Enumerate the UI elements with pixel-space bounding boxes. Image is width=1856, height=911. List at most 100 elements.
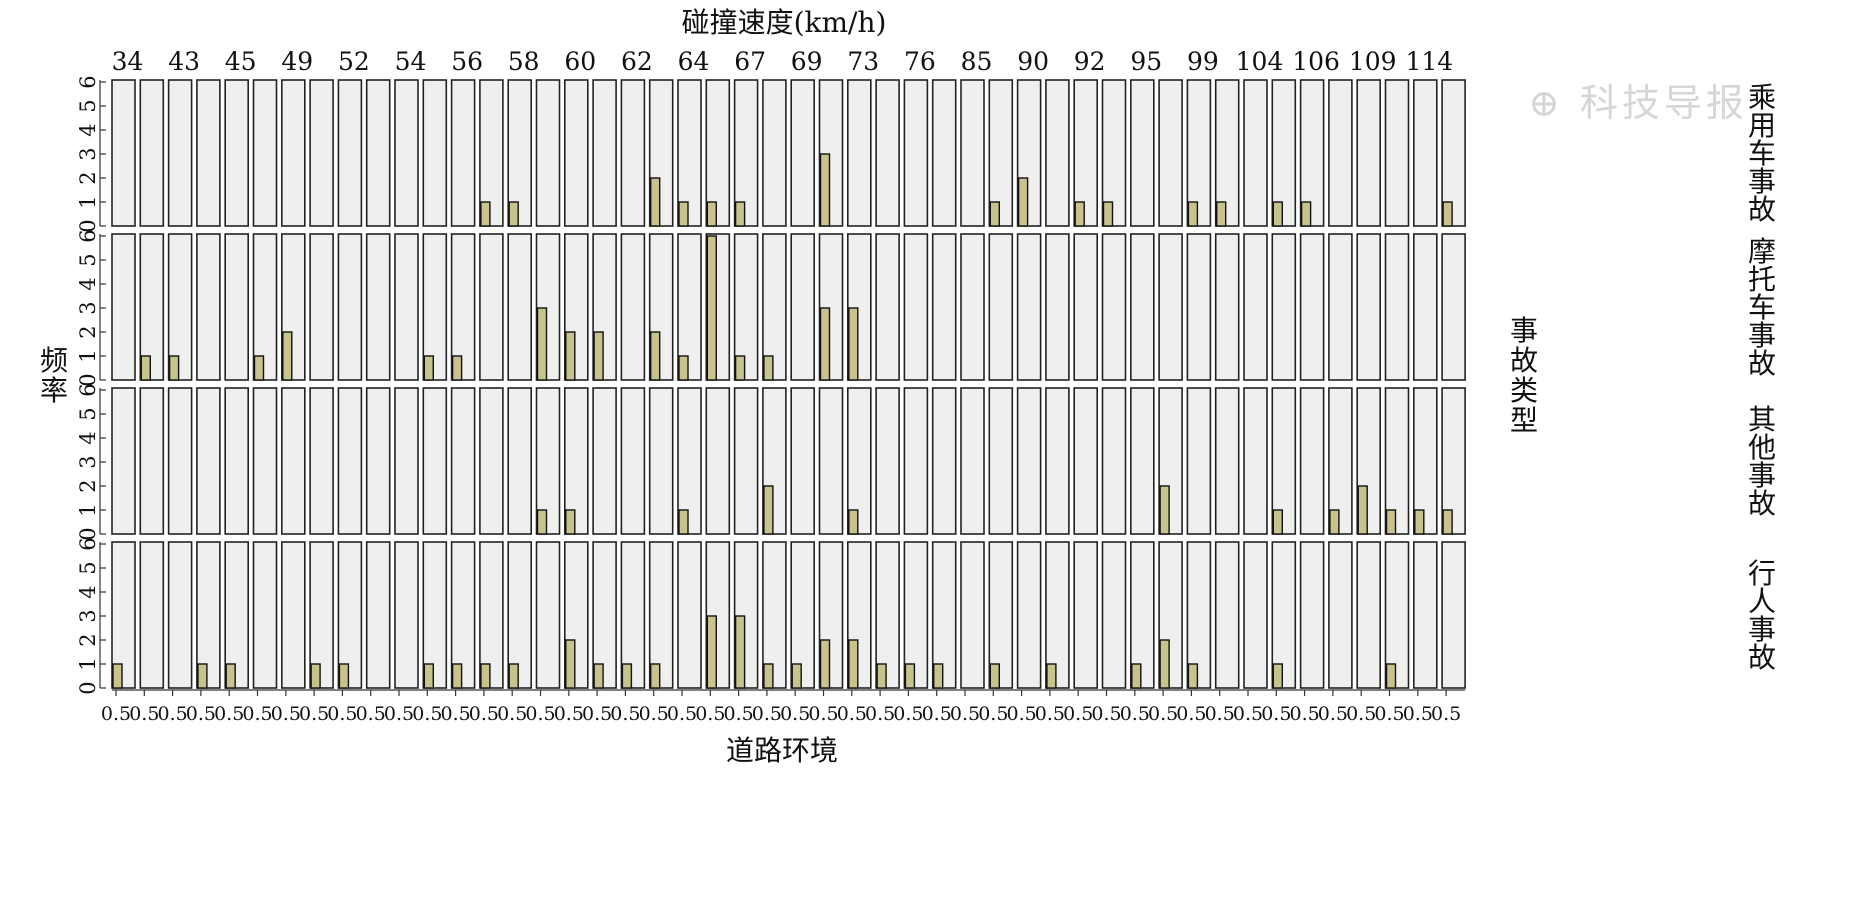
x-tick-label: 0.5 <box>922 703 952 725</box>
bar <box>140 355 152 381</box>
facet-panel <box>337 233 363 381</box>
facet-panel <box>1441 233 1466 381</box>
facet-panel <box>1016 541 1042 689</box>
x-tick-label: 0.5 <box>752 703 782 725</box>
facet-panel <box>1130 387 1155 535</box>
facet-panel <box>309 233 334 381</box>
facet-panel <box>1073 387 1098 535</box>
bar <box>876 663 887 689</box>
bar <box>253 355 265 381</box>
facet-panel <box>196 387 221 535</box>
facet-panel <box>394 541 419 689</box>
x-tick-label: 0.5 <box>1261 703 1291 725</box>
facet-panel <box>790 233 816 381</box>
facet-panel <box>960 233 985 381</box>
facet-panel <box>111 79 136 227</box>
bar <box>848 639 859 689</box>
chart-title: 碰撞速度(km/h) <box>682 6 887 39</box>
x-tick-label: 0.5 <box>1233 703 1263 725</box>
bar <box>1329 509 1340 535</box>
y-tick-label: 1 <box>76 195 100 208</box>
bar <box>848 509 859 535</box>
panels-layer <box>111 79 1466 689</box>
bar <box>423 355 434 381</box>
x-tick-label: 0.5 <box>1431 703 1461 725</box>
facet-panel <box>988 233 1014 381</box>
bar <box>1159 485 1170 535</box>
speed-label: 45 <box>225 47 257 76</box>
facet-panel <box>1186 79 1212 227</box>
facet-panel <box>111 233 136 381</box>
facet-panel <box>875 387 900 535</box>
facet-panel <box>1384 79 1410 227</box>
facet-panel <box>224 79 249 227</box>
facet-panel <box>988 387 1014 535</box>
row-strip-label: 行人事故 <box>1748 557 1776 674</box>
facet-panel <box>1186 387 1212 535</box>
x-tick-label: 0.5 <box>554 703 584 725</box>
y-tick-label: 3 <box>76 609 100 622</box>
speed-label: 56 <box>451 47 483 76</box>
row-strip-label: 其他事故 <box>1748 403 1776 520</box>
bar <box>1074 201 1085 227</box>
facet-panel <box>422 233 448 381</box>
y-tick-label: 0 <box>76 219 100 232</box>
facet-panel <box>280 541 306 689</box>
facet-panel <box>620 387 646 535</box>
facet-panel <box>252 541 278 689</box>
facet-panel <box>592 541 617 689</box>
bar <box>197 663 208 689</box>
x-tick-label: 0.5 <box>1063 703 1093 725</box>
facet-panel <box>535 387 561 535</box>
facet-panel <box>1214 233 1240 381</box>
facet-panel <box>1130 541 1155 689</box>
bar <box>1215 201 1227 227</box>
facet-panel <box>1186 541 1212 689</box>
x-tick-label: 0.5 <box>1176 703 1206 725</box>
x-tick-label: 0.5 <box>525 703 555 725</box>
facet-panel <box>1328 79 1353 227</box>
facet-panel <box>394 79 419 227</box>
facet-panel <box>167 233 193 381</box>
facet-panel <box>1328 387 1353 535</box>
facet-panel <box>563 79 589 227</box>
y-tick-label: 5 <box>76 407 100 420</box>
x-tick-label: 0.5 <box>129 703 159 725</box>
bar <box>565 639 576 689</box>
facet-panel <box>309 387 334 535</box>
facet-panel <box>280 79 306 227</box>
x-tick-label: 0.5 <box>865 703 895 725</box>
bar <box>451 355 463 381</box>
bar <box>282 331 293 381</box>
facet-panel <box>252 79 278 227</box>
speed-label: 104 <box>1236 47 1284 76</box>
speed-label: 62 <box>621 47 653 76</box>
facet-panel <box>280 387 306 535</box>
facet-panel <box>648 387 674 535</box>
facet-panel <box>1441 79 1466 227</box>
facet-panel <box>1158 233 1183 381</box>
y-tick-label: 0 <box>76 527 100 540</box>
speed-label: 60 <box>564 47 596 76</box>
x-tick-label: 0.5 <box>1318 703 1348 725</box>
row-strip-label: 摩托车事故 <box>1748 235 1776 380</box>
facet-panel <box>365 79 391 227</box>
facet-panel <box>648 541 674 689</box>
bar <box>763 485 774 535</box>
x-tick-label: 0.5 <box>1006 703 1036 725</box>
bar <box>1385 509 1397 535</box>
bar <box>734 615 746 689</box>
x-tick-label: 0.5 <box>101 703 131 725</box>
facet-panel <box>1073 79 1098 227</box>
bar <box>848 307 859 381</box>
x-tick-label: 0.5 <box>610 703 640 725</box>
watermark-text: 科技导报 <box>1579 81 1748 125</box>
facet-panel <box>931 233 957 381</box>
facet-panel <box>450 541 476 689</box>
facet-panel <box>1243 541 1268 689</box>
speed-label: 92 <box>1074 47 1106 76</box>
facet-panel <box>846 387 872 535</box>
facet-panel <box>903 541 929 689</box>
x-tick-label: 0.5 <box>1346 703 1376 725</box>
speed-label: 58 <box>508 47 540 76</box>
